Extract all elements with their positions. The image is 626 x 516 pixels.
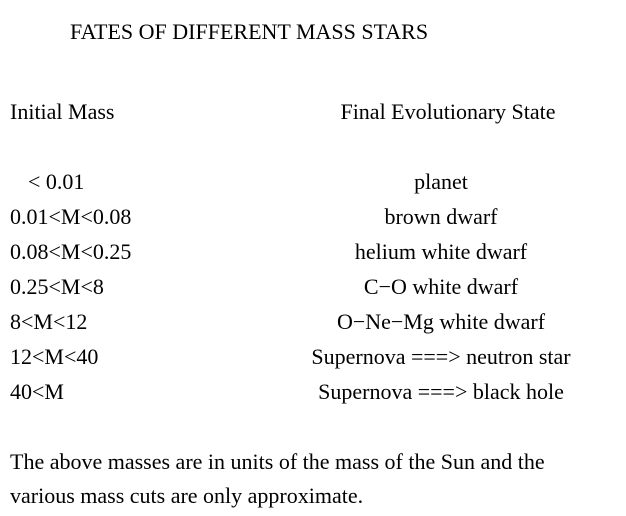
note-line: The above masses are in units of the mas… — [10, 449, 545, 474]
note-line: various mass cuts are only approximate. — [10, 483, 364, 508]
final-state: O−Ne−Mg white dwarf — [336, 309, 546, 334]
mass-range: 0.01<M<0.08 — [10, 204, 132, 229]
column-header: Final Evolutionary State — [340, 99, 556, 124]
final-state: C−O white dwarf — [363, 274, 519, 299]
final-state: helium white dwarf — [354, 239, 528, 264]
mass-range: 12<M<40 — [10, 344, 99, 369]
mass-range: 40<M — [10, 379, 64, 404]
final-state: Supernova ===> black hole — [318, 379, 564, 404]
final-state: brown dwarf — [384, 204, 498, 229]
column-header: Initial Mass — [10, 99, 115, 124]
mass-range: 0.25<M<8 — [10, 274, 104, 299]
mass-range: < 0.01 — [28, 169, 85, 194]
mass-range: 0.08<M<0.25 — [10, 239, 132, 264]
final-state: Supernova ===> neutron star — [311, 344, 571, 369]
title: FATES OF DIFFERENT MASS STARS — [70, 19, 429, 44]
final-state: planet — [414, 169, 468, 194]
mass-range: 8<M<12 — [10, 309, 88, 334]
